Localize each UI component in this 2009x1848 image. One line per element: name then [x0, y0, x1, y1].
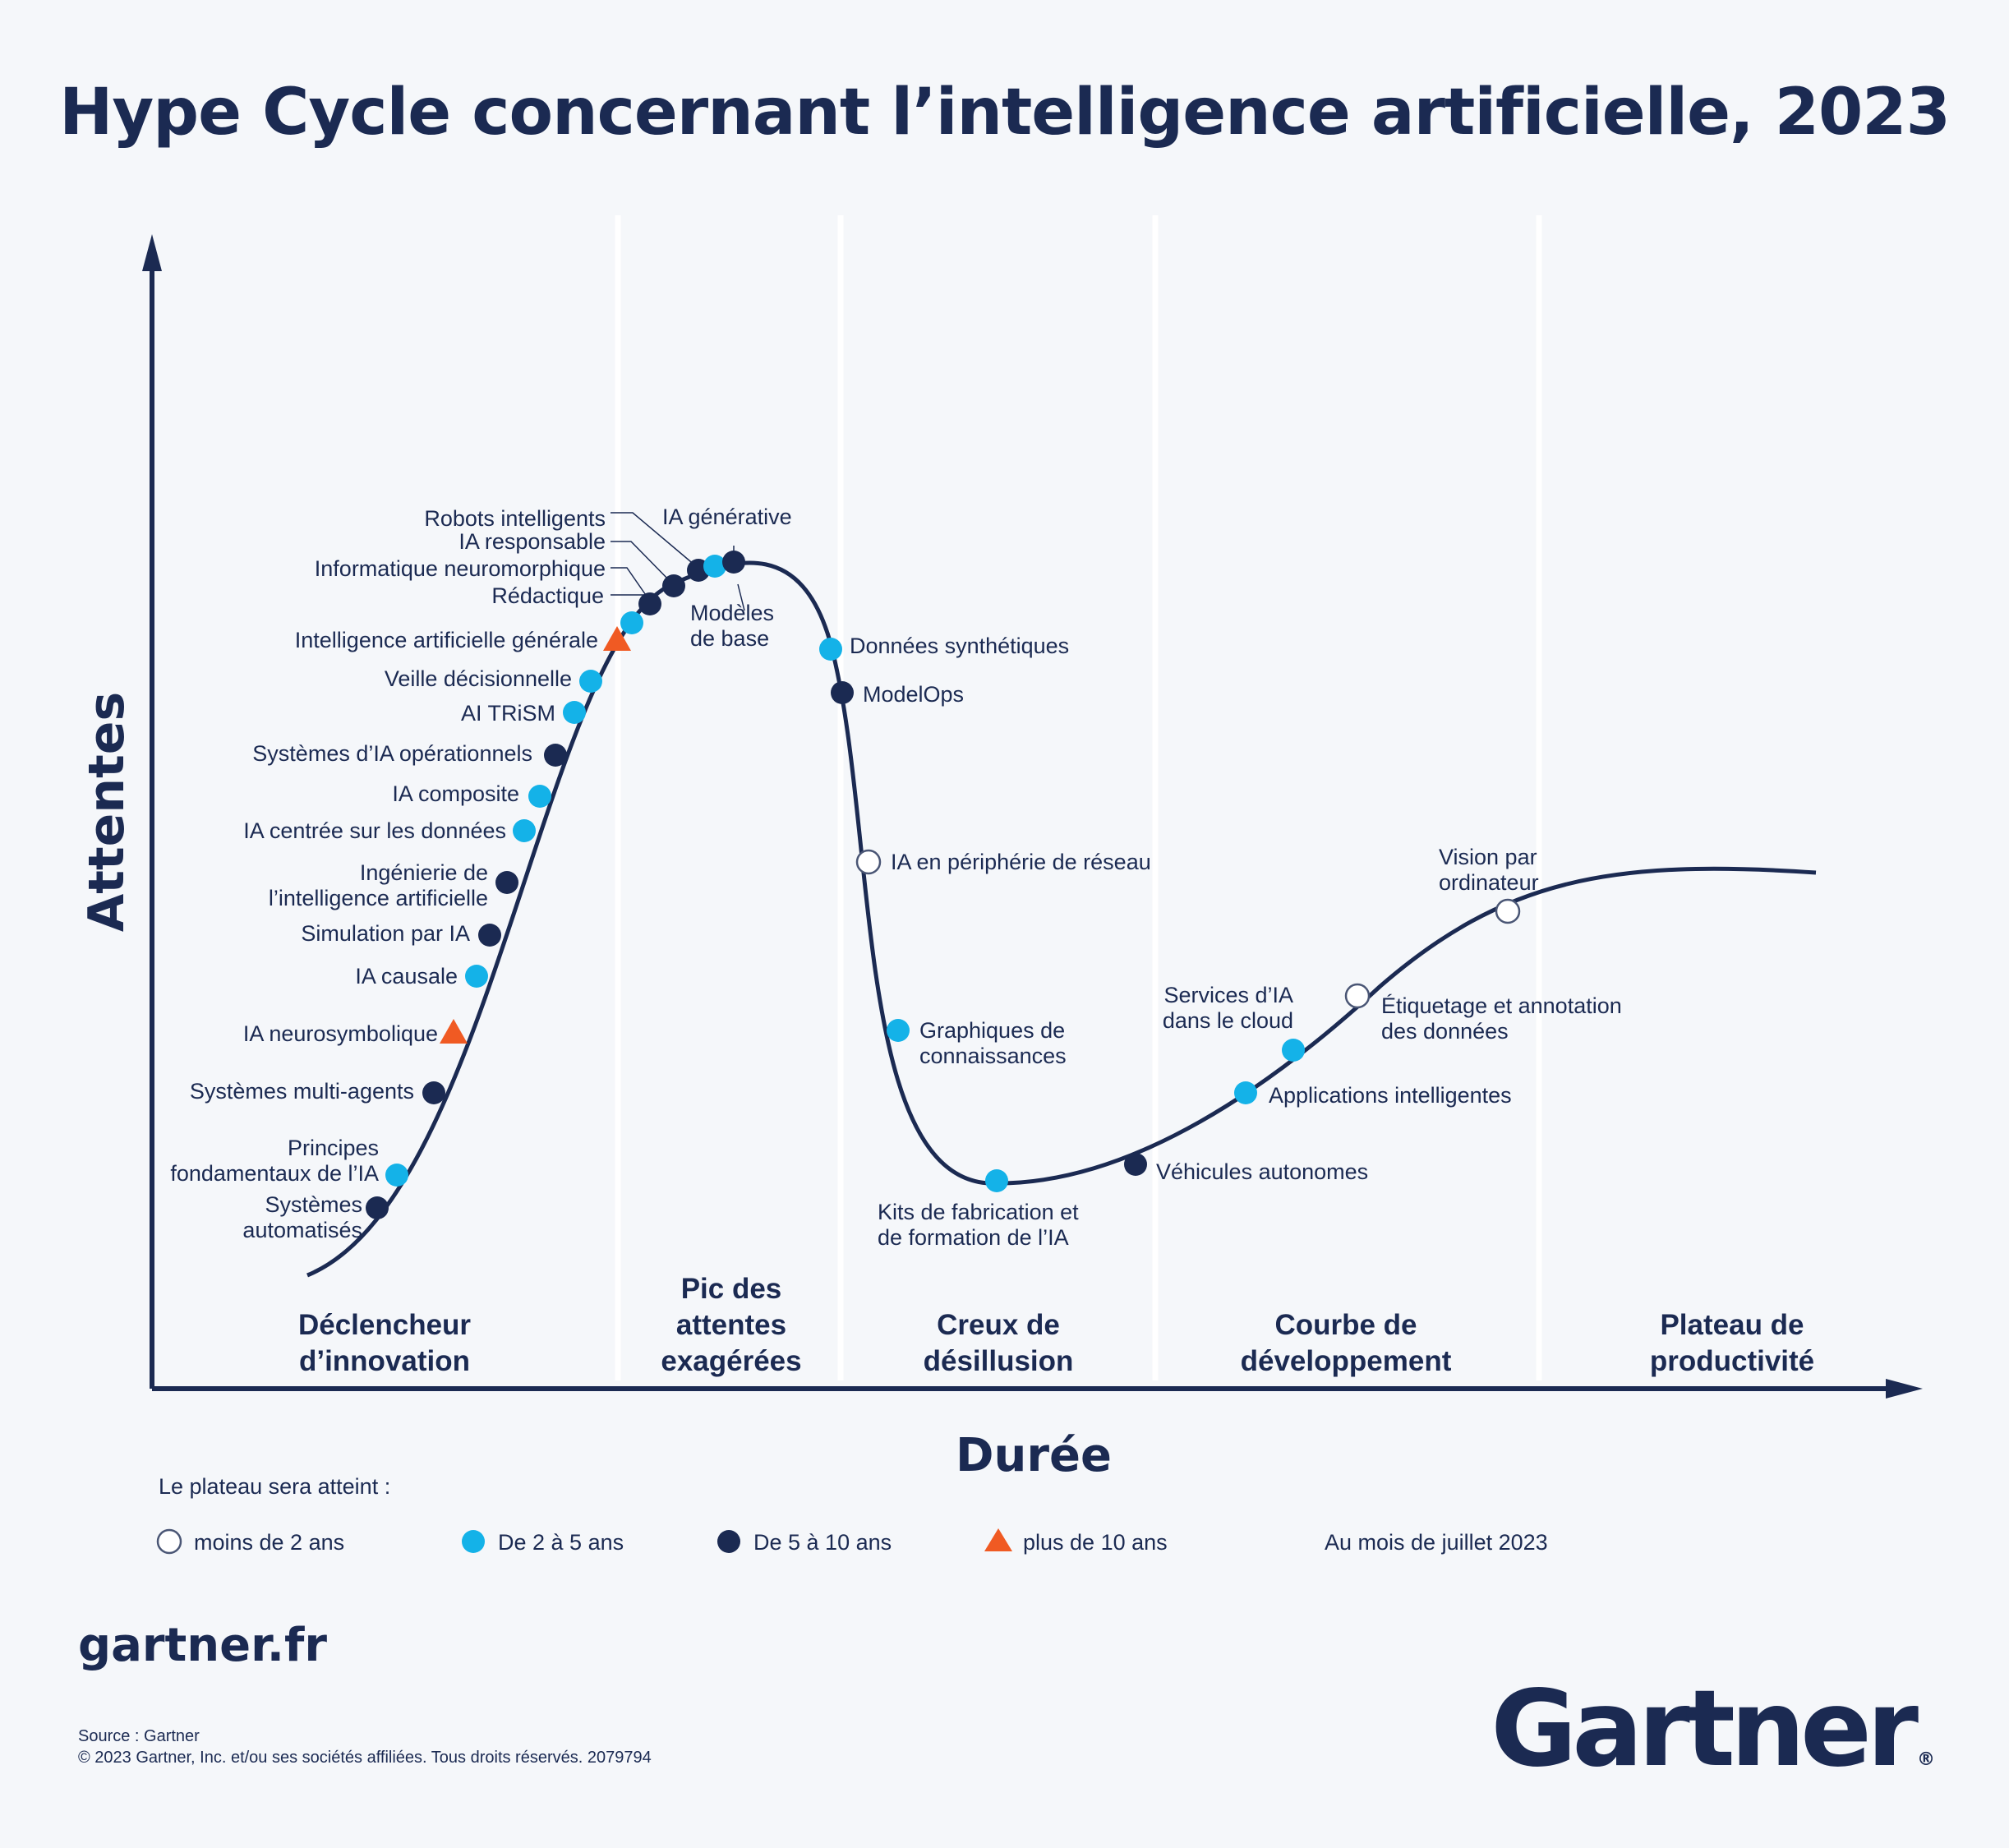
legend-label: De 2 à 5 ans: [498, 1530, 624, 1555]
x-axis-arrow-icon: [1886, 1379, 1923, 1399]
point-label: ModelOps: [863, 682, 964, 707]
site-url[interactable]: gartner.fr: [78, 1619, 327, 1672]
point-label: Applications intelligentes: [1269, 1083, 1512, 1108]
point-marker: [1282, 1039, 1305, 1062]
point-label: IA en périphérie de réseau: [891, 850, 1151, 874]
point-label: Systèmes multi-agents: [190, 1079, 414, 1104]
point-marker: [422, 1081, 445, 1104]
legend-label: De 5 à 10 ans: [753, 1530, 892, 1555]
copyright-line: © 2023 Gartner, Inc. et/ou ses sociétés …: [78, 1749, 652, 1767]
legend-title: Le plateau sera atteint :: [159, 1474, 390, 1499]
leader-line: [611, 512, 702, 571]
legend-triangle-icon: [984, 1528, 1012, 1551]
point-label: Informatique neuromorphique: [315, 556, 606, 581]
registered-mark-icon: ®: [1917, 1749, 1935, 1770]
as-of-note: Au mois de juillet 2023: [1325, 1530, 1548, 1555]
legend-circle-icon: [462, 1530, 485, 1553]
point-label: IA responsable: [458, 529, 606, 554]
y-axis-label: Attentes: [78, 692, 136, 932]
point-marker: [465, 965, 488, 988]
phase-label: Creux de désillusion: [924, 1309, 1074, 1377]
point-marker: [887, 1019, 910, 1042]
legend-circle-icon: [717, 1530, 740, 1553]
point-marker: [1234, 1081, 1257, 1104]
point-label: Vision par ordinateur: [1439, 845, 1539, 895]
point-label: Rédactique: [491, 583, 604, 608]
phase-label: Pic des attentes exagérées: [661, 1273, 801, 1377]
point-marker: [722, 551, 745, 574]
phase-label: Courbe de développement: [1241, 1309, 1452, 1377]
point-label: Robots intelligents: [424, 506, 606, 531]
point-marker: [831, 681, 854, 704]
point-marker: [366, 1196, 389, 1219]
leader-line: [737, 583, 745, 611]
point-label: IA centrée sur les données: [243, 818, 506, 843]
point-marker: [385, 1164, 408, 1187]
point-label: IA neurosymbolique: [243, 1021, 438, 1046]
point-marker: [703, 555, 726, 578]
point-label: Systèmes d’IA opérationnels: [252, 741, 532, 766]
point-marker: [819, 638, 842, 661]
point-marker: [662, 574, 685, 597]
point-label: Intelligence artificielle générale: [295, 628, 598, 652]
point-marker: [985, 1169, 1008, 1192]
logo-text: Gartner: [1491, 1668, 1919, 1790]
source-line: Source : Gartner: [78, 1727, 200, 1745]
page-title: Hype Cycle concernant l’intelligence art…: [59, 76, 1951, 150]
point-label: Kits de fabrication et de formation de l’…: [878, 1200, 1079, 1250]
y-axis-arrow-icon: [142, 234, 162, 271]
point-label: IA composite: [392, 781, 519, 806]
phase-label: Plateau de productivité: [1650, 1309, 1814, 1377]
point-label: Modèles de base: [690, 601, 774, 651]
point-marker: [579, 670, 602, 693]
point-marker: [1124, 1153, 1147, 1176]
point-label: IA causale: [355, 964, 458, 989]
point-marker-triangle: [603, 626, 631, 651]
leader-line: [611, 541, 675, 586]
point-label: Services d’IA dans le cloud: [1163, 983, 1293, 1033]
point-label: Veille décisionnelle: [385, 666, 572, 691]
hype-curve: [306, 560, 1817, 1278]
point-marker: [620, 611, 643, 634]
point-marker-open: [1344, 983, 1371, 1009]
point-marker: [563, 701, 586, 724]
point-marker: [495, 871, 518, 894]
point-marker-open: [855, 849, 882, 875]
point-marker: [478, 924, 501, 947]
legend-label: moins de 2 ans: [194, 1530, 344, 1555]
leader-line: [611, 567, 650, 601]
point-marker: [638, 592, 661, 615]
point-label: Données synthétiques: [850, 634, 1069, 658]
legend-open-circle-icon: [156, 1528, 182, 1555]
point-label: Véhicules autonomes: [1156, 1159, 1368, 1184]
point-label: Ingénierie de l’intelligence artificielle: [269, 860, 488, 910]
legend-label: plus de 10 ans: [1023, 1530, 1168, 1555]
point-label: Systèmes automatisés: [242, 1192, 362, 1242]
point-label: IA générative: [662, 505, 792, 529]
x-axis-label: Durée: [956, 1429, 1112, 1482]
phase-label: Déclencheur d’innovation: [298, 1309, 471, 1377]
point-marker-open: [1495, 898, 1521, 924]
point-label: Étiquetage et annotation des données: [1381, 993, 1622, 1044]
gartner-logo: Gartner ®: [1491, 1668, 1935, 1790]
point-label: Principes fondamentaux de l’IA: [170, 1136, 379, 1186]
point-marker: [528, 785, 551, 808]
source-note: Source : Gartner © 2023 Gartner, Inc. et…: [78, 1726, 652, 1768]
point-marker: [513, 819, 536, 842]
point-label: AI TRiSM: [461, 701, 555, 726]
point-label: Graphiques de connaissances: [919, 1018, 1067, 1068]
point-marker-triangle: [440, 1019, 468, 1044]
point-marker: [544, 744, 567, 767]
point-label: Simulation par IA: [301, 921, 470, 946]
